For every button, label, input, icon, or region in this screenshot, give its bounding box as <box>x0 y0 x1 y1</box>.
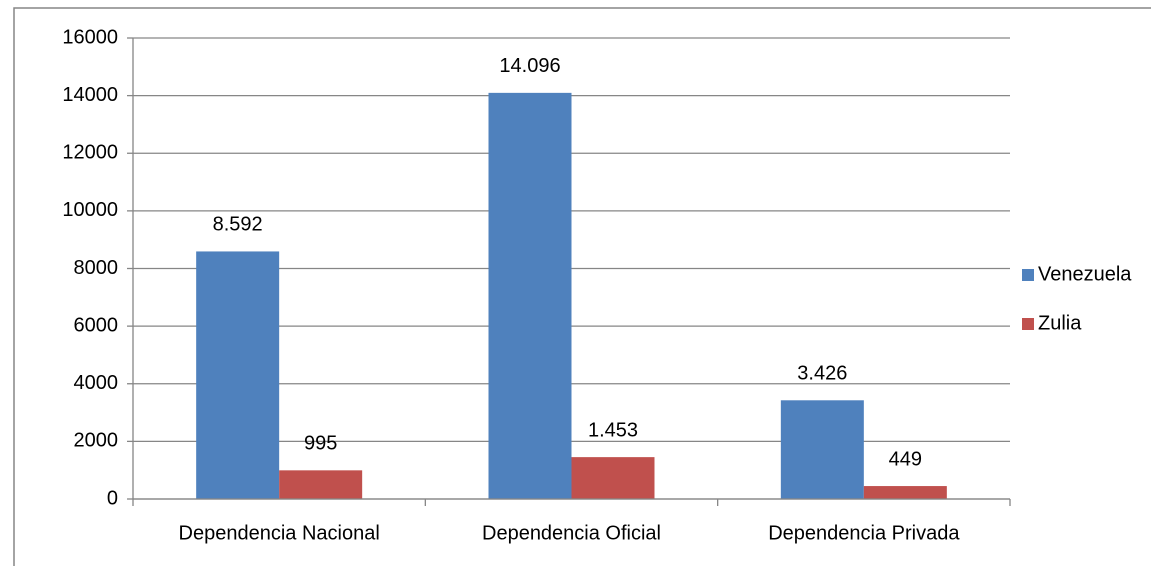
x-tick-label: Dependencia Oficial <box>482 522 661 544</box>
chart-border <box>13 7 1151 566</box>
value-label: 8.592 <box>213 214 263 236</box>
legend-swatch <box>1022 318 1034 330</box>
legend-label: Zulia <box>1038 312 1082 334</box>
y-tick-label: 0 <box>107 487 118 509</box>
y-tick-label: 2000 <box>74 430 119 452</box>
y-tick-label: 8000 <box>74 257 119 279</box>
legend-label: Venezuela <box>1038 263 1132 285</box>
y-tick-label: 6000 <box>74 314 119 336</box>
value-label: 1.453 <box>588 419 638 441</box>
bar <box>863 486 947 499</box>
legend-swatch <box>1022 269 1034 281</box>
x-tick-label: Dependencia Privada <box>768 522 960 544</box>
y-tick-label: 10000 <box>62 199 118 221</box>
y-tick-label: 4000 <box>74 372 119 394</box>
bar <box>196 251 280 499</box>
bar <box>279 470 363 499</box>
value-label: 449 <box>889 448 922 470</box>
y-tick-label: 16000 <box>62 26 118 48</box>
y-tick-label: 14000 <box>62 84 118 106</box>
y-tick-label: 12000 <box>62 142 118 164</box>
value-label: 3.426 <box>797 363 847 385</box>
bar <box>488 92 572 499</box>
bar <box>571 457 655 499</box>
value-label: 995 <box>304 433 337 455</box>
value-label: 14.096 <box>499 55 560 77</box>
bar <box>780 400 864 499</box>
x-tick-label: Dependencia Nacional <box>179 522 380 544</box>
